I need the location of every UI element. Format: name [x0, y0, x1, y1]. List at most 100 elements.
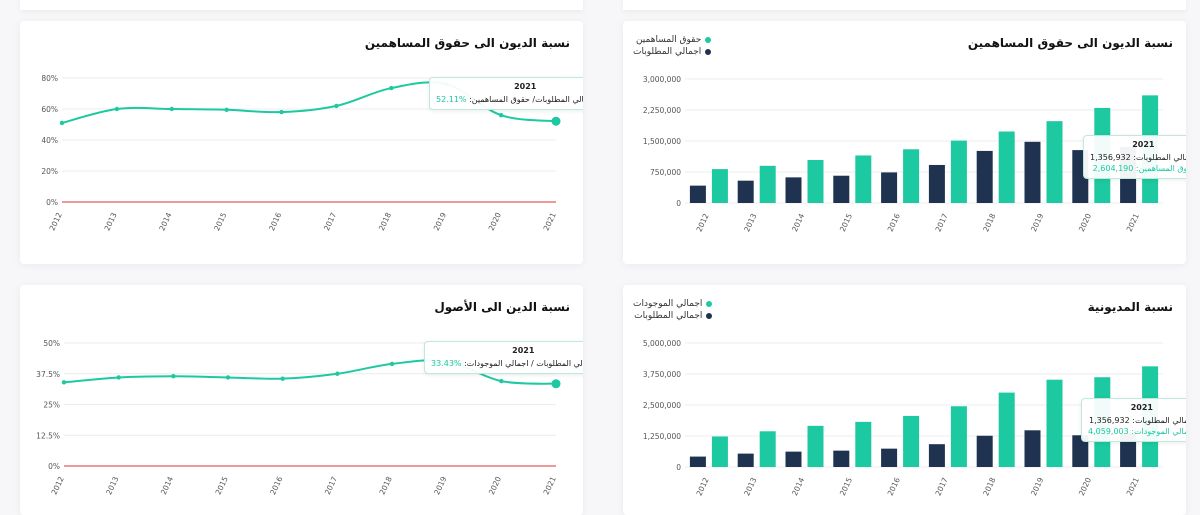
y-tick-label: 0	[676, 463, 681, 472]
x-tick-label: 2016	[267, 211, 283, 232]
legend-item-equity[interactable]: حقوق المساهمين	[633, 34, 712, 46]
tooltip-row-assets: اجمالي الموجودات: 4,059,003	[1088, 426, 1186, 437]
bar-liabilities	[737, 453, 754, 467]
x-tick-label: 2021	[542, 475, 558, 496]
card-title: نسبة المديونية	[1087, 300, 1173, 314]
legend-item-liabilities[interactable]: اجمالي المطلوبات	[633, 310, 713, 322]
debt-assets-line-card: نسبة الدين الى الأصول 0% 12.5% 25% 37.5% 50%…	[20, 285, 583, 515]
bar-secondary	[711, 436, 728, 467]
x-tick-label: 2013	[104, 475, 120, 496]
tooltip-label: نسبة اجمالي المطلوبات / اجمالي الموجودات…	[464, 359, 583, 368]
y-tick-label: 2,250,000	[643, 106, 681, 115]
indebtedness-bar-card: نسبة المديونية اجمالي الموجودات اجمالي ا…	[623, 285, 1186, 515]
y-tick-label: 0	[676, 199, 681, 208]
bar-liabilities	[833, 175, 850, 203]
bar-liabilities	[737, 180, 754, 203]
x-tick-label: 2018	[981, 476, 997, 497]
x-tick-label: 2017	[323, 475, 339, 496]
bar-liabilities	[833, 450, 850, 467]
tooltip-value: 4,059,003	[1088, 427, 1129, 436]
chart-tooltip: 2021 نسبة اجمالي المطلوبات/ حقوق المساهم…	[429, 77, 583, 110]
x-tick-label: 2015	[212, 211, 228, 232]
debt-assets-line-chart: 0% 12.5% 25% 37.5% 50% 2012 2013 2014 2015 2016 20…	[36, 339, 561, 496]
tooltip-row: نسبة اجمالي المطلوبات / اجمالي الموجودات…	[431, 358, 583, 369]
tooltip-year: 2021	[1132, 140, 1155, 149]
tooltip-label: اجمالي المطلوبات:	[1132, 416, 1186, 425]
y-tick-label: 2,500,000	[643, 401, 681, 410]
x-tick-label: 2020	[487, 475, 503, 496]
bar-secondary	[855, 421, 872, 467]
tooltip-value: %33.43	[431, 359, 462, 368]
x-tick-label: 2014	[790, 476, 806, 497]
legend-dot	[706, 301, 713, 307]
y-tick-label: 25%	[43, 401, 60, 410]
x-tick-label: 2017	[322, 211, 338, 232]
tooltip-label: اجمالي الموجودات:	[1131, 427, 1186, 436]
y-tick-label: 40%	[41, 136, 58, 145]
bar-liabilities	[928, 444, 945, 467]
tooltip-row-liabilities: اجمالي المطلوبات: 1,356,932	[1090, 152, 1186, 163]
x-tick-label: 2013	[742, 212, 758, 233]
bar-liabilities	[1024, 430, 1041, 467]
y-tick-label: 750,000	[650, 168, 681, 177]
chart-tooltip: 2021 نسبة اجمالي المطلوبات / اجمالي المو…	[424, 341, 583, 374]
legend-label: حقوق المساهمين	[635, 35, 702, 45]
legend-item-liabilities[interactable]: اجمالي المطلوبات	[633, 46, 712, 58]
data-point	[334, 103, 339, 109]
x-tick-label: 2020	[1077, 212, 1093, 233]
y-tick-label: 12.5%	[36, 431, 60, 440]
y-tick-label: 5,000,000	[643, 339, 681, 348]
bar-liabilities	[785, 451, 802, 467]
legend-item-assets[interactable]: اجمالي الموجودات	[633, 298, 713, 310]
debt-equity-line-chart: 0% 20% 40% 60% 80% 2012 2013 2014 2015 2016 2017 20…	[41, 74, 561, 232]
y-tick-label: 3,750,000	[643, 370, 681, 379]
y-tick-label: 0%	[46, 198, 58, 207]
card-title: نسبة الديون الى حقوق المساهمين	[967, 36, 1173, 50]
bar-secondary	[807, 160, 824, 203]
data-point	[335, 371, 340, 376]
bar-liabilities	[1072, 435, 1089, 467]
y-tick-label: 37.5%	[36, 370, 60, 379]
chart-legend: حقوق المساهمين اجمالي المطلوبات	[633, 34, 712, 58]
legend-dot	[705, 49, 712, 55]
data-point	[114, 106, 120, 112]
x-tick-label: 2018	[377, 211, 393, 232]
x-tick-label: 2018	[981, 212, 997, 233]
x-tick-label: 2012	[50, 475, 66, 496]
y-tick-label: 50%	[43, 339, 60, 348]
bar-liabilities	[976, 435, 993, 467]
bar-liabilities	[1024, 141, 1041, 203]
tooltip-value: %52.11	[436, 95, 467, 104]
data-point	[498, 113, 504, 118]
data-point	[551, 379, 561, 389]
x-tick-label: 2012	[48, 211, 64, 232]
data-point	[551, 116, 561, 126]
bar-liabilities	[976, 150, 993, 203]
x-tick-label: 2020	[487, 211, 503, 232]
x-tick-label: 2021	[1125, 212, 1141, 233]
tooltip-row: نسبة اجمالي المطلوبات/ حقوق المساهمين: %…	[436, 94, 583, 105]
x-tick-label: 2021	[1125, 476, 1141, 497]
x-tick-label: 2014	[159, 475, 175, 496]
tooltip-year: 2021	[1130, 403, 1153, 412]
legend-label: اجمالي الموجودات	[633, 299, 703, 309]
x-tick-label: 2014	[790, 212, 806, 233]
data-point	[499, 378, 504, 384]
bar-liabilities	[689, 185, 706, 203]
legend-label: اجمالي المطلوبات	[633, 47, 702, 57]
x-tick-label: 2016	[886, 212, 902, 233]
tooltip-value: 1,356,932	[1090, 153, 1131, 162]
y-tick-label: 1,250,000	[643, 432, 681, 441]
data-point	[116, 375, 121, 380]
tooltip-row-liabilities: اجمالي المطلوبات: 1,356,932	[1088, 415, 1186, 426]
debt-equity-bar-card: نسبة الديون الى حقوق المساهمين حقوق المس…	[623, 21, 1186, 264]
x-tick-label: 2019	[1029, 212, 1045, 233]
bar-liabilities	[881, 172, 898, 203]
data-point	[280, 376, 285, 381]
x-tick-label: 2014	[157, 211, 173, 232]
chart-tooltip: 2021 اجمالي المطلوبات: 1,356,932 اجمالي …	[1081, 398, 1186, 442]
x-tick-label: 2015	[214, 475, 230, 496]
x-tick-label: 2012	[694, 476, 710, 497]
y-tick-label: 60%	[41, 105, 58, 114]
x-tick-label: 2015	[838, 212, 854, 233]
